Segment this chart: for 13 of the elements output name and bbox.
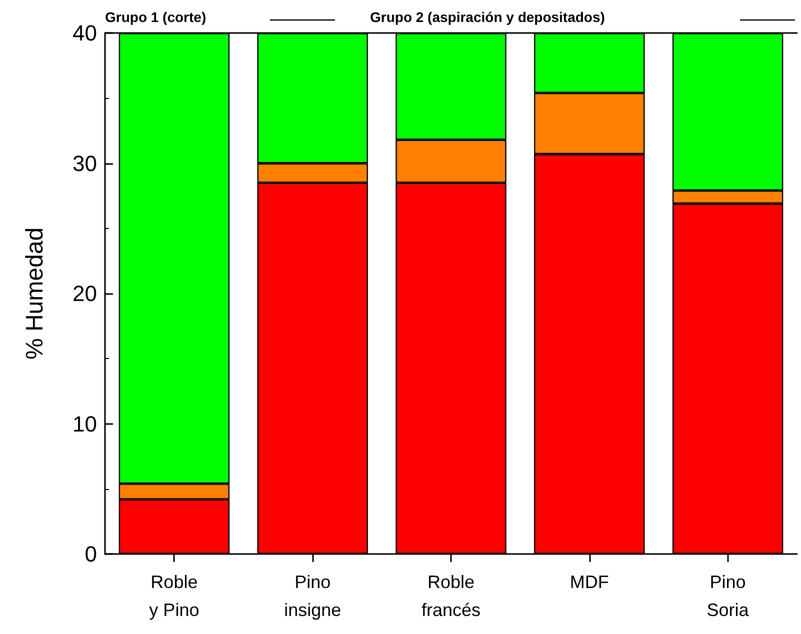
y-tick-label: 30 [72, 150, 97, 176]
x-tick-label: Pino Soria [706, 572, 750, 620]
x-tick-label: Pino insigne [284, 572, 342, 620]
y-tick-label: 40 [72, 20, 97, 46]
x-tick-label: Roble y Pino [149, 572, 200, 620]
text: Grupo 2 (aspiración y depositados) [370, 9, 605, 25]
x-tick-label: Roble francés [421, 572, 481, 620]
text: Grupo 1 (corte) [105, 9, 206, 25]
y-tick-label: 0 [84, 542, 97, 566]
y-tick-label: 10 [72, 411, 97, 436]
y-axis-title: % Humedad [22, 227, 48, 360]
y-tick-label: 20 [72, 281, 97, 306]
x-tick-label: MDF [570, 572, 609, 592]
